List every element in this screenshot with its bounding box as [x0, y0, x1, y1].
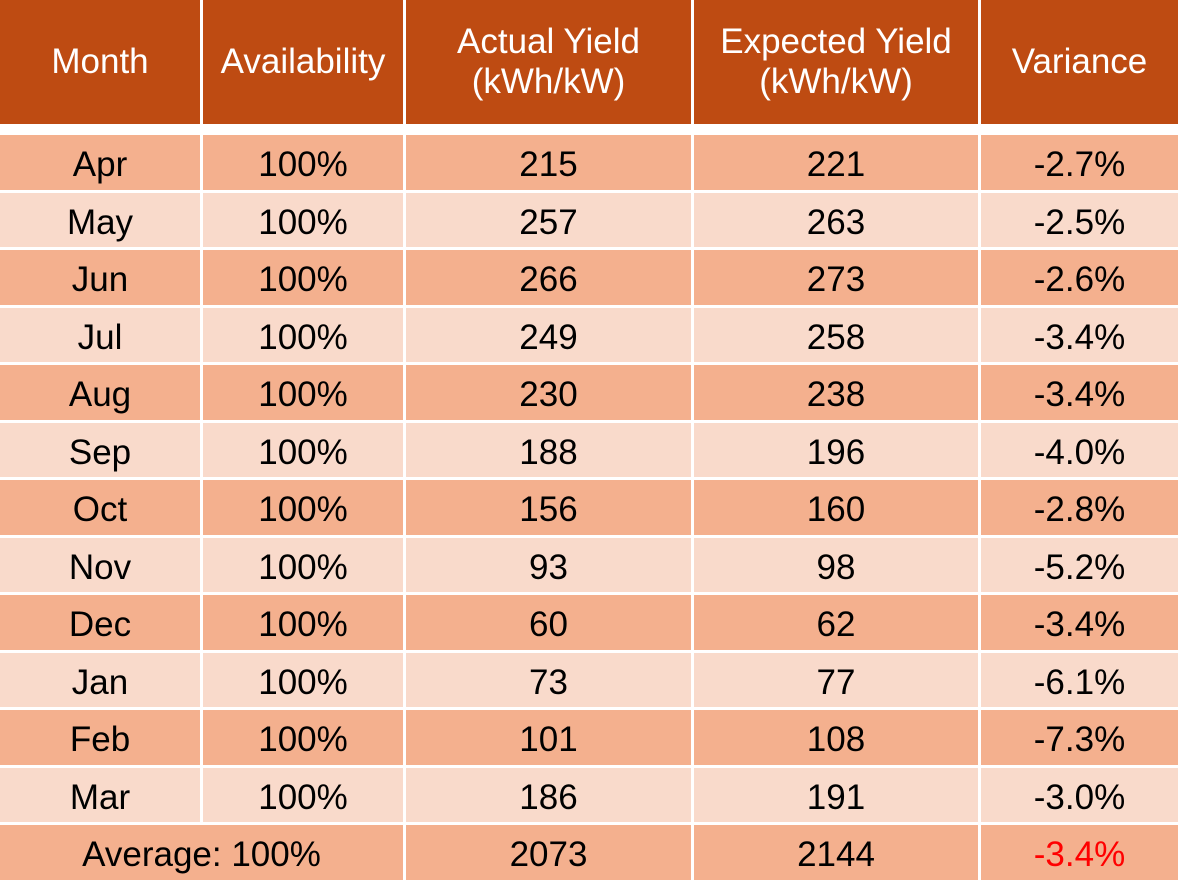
table-cell: 215: [406, 135, 691, 190]
table-cell: 100%: [203, 595, 403, 650]
table-cell: -5.2%: [981, 537, 1178, 592]
table-cell: 266: [406, 250, 691, 305]
table-cell: 100%: [203, 422, 403, 477]
table-cell: May: [0, 192, 200, 247]
table-cell: 100%: [203, 710, 403, 765]
table-cell: 186: [406, 767, 691, 822]
table-cell: 100%: [203, 480, 403, 535]
table-cell: 188: [406, 422, 691, 477]
table-cell: Sep: [0, 422, 200, 477]
table-cell: 98: [694, 537, 978, 592]
table-cell: Aug: [0, 365, 200, 420]
table-cell: 62: [694, 595, 978, 650]
table-cell: 100%: [203, 250, 403, 305]
table-cell: 93: [406, 537, 691, 592]
header-cell: Availability: [203, 0, 403, 124]
table-cell: -3.4%: [981, 595, 1178, 650]
table-cell: 73: [406, 652, 691, 707]
header-text: Month: [51, 42, 149, 81]
header-text: Variance: [1011, 42, 1148, 81]
table-cell: Jul: [0, 307, 200, 362]
table-cell: Jan: [0, 652, 200, 707]
table-cell: 156: [406, 480, 691, 535]
table-cell: 100%: [203, 365, 403, 420]
table-cell: Mar: [0, 767, 200, 822]
table-cell: 258: [694, 307, 978, 362]
table-cell: Jun: [0, 250, 200, 305]
table-cell: 160: [694, 480, 978, 535]
table-cell: Dec: [0, 595, 200, 650]
table-cell: 100%: [203, 767, 403, 822]
footer-cell: Average: 100%: [0, 825, 403, 880]
table-cell: 263: [694, 192, 978, 247]
header-cell: Variance: [981, 0, 1178, 124]
table-cell: 100%: [203, 192, 403, 247]
table-cell: Apr: [0, 135, 200, 190]
footer-cell: -3.4%: [981, 825, 1178, 880]
table-cell: Oct: [0, 480, 200, 535]
table-cell: 238: [694, 365, 978, 420]
header-cell: Expected Yield (kWh/kW): [694, 0, 978, 124]
table-cell: 100%: [203, 307, 403, 362]
table-cell: -2.7%: [981, 135, 1178, 190]
table-cell: 77: [694, 652, 978, 707]
table-cell: 191: [694, 767, 978, 822]
footer-cell: 2073: [406, 825, 691, 880]
table-cell: -4.0%: [981, 422, 1178, 477]
header-text: Availability: [220, 42, 386, 81]
table-cell: 100%: [203, 652, 403, 707]
table-cell: 101: [406, 710, 691, 765]
table-cell: -2.8%: [981, 480, 1178, 535]
table-cell: Nov: [0, 537, 200, 592]
table-cell: 100%: [203, 135, 403, 190]
table-cell: -6.1%: [981, 652, 1178, 707]
table-cell: 257: [406, 192, 691, 247]
header-text: (kWh/kW): [471, 62, 626, 101]
header-text: Actual Yield: [457, 22, 640, 61]
table-cell: 196: [694, 422, 978, 477]
table-cell: 60: [406, 595, 691, 650]
table-cell: -2.5%: [981, 192, 1178, 247]
table-cell: 100%: [203, 537, 403, 592]
header-text: Expected Yield: [720, 22, 952, 61]
header-cell: Month: [0, 0, 200, 124]
footer-cell: 2144: [694, 825, 978, 880]
table-cell: -3.0%: [981, 767, 1178, 822]
table-cell: 249: [406, 307, 691, 362]
table-cell: 230: [406, 365, 691, 420]
table-cell: -7.3%: [981, 710, 1178, 765]
header-cell: Actual Yield (kWh/kW): [406, 0, 691, 124]
table-cell: Feb: [0, 710, 200, 765]
table-cell: 108: [694, 710, 978, 765]
table-cell: -2.6%: [981, 250, 1178, 305]
table-cell: 221: [694, 135, 978, 190]
table-cell: -3.4%: [981, 365, 1178, 420]
table-cell: -3.4%: [981, 307, 1178, 362]
header-text: (kWh/kW): [759, 62, 913, 101]
table-cell: 273: [694, 250, 978, 305]
